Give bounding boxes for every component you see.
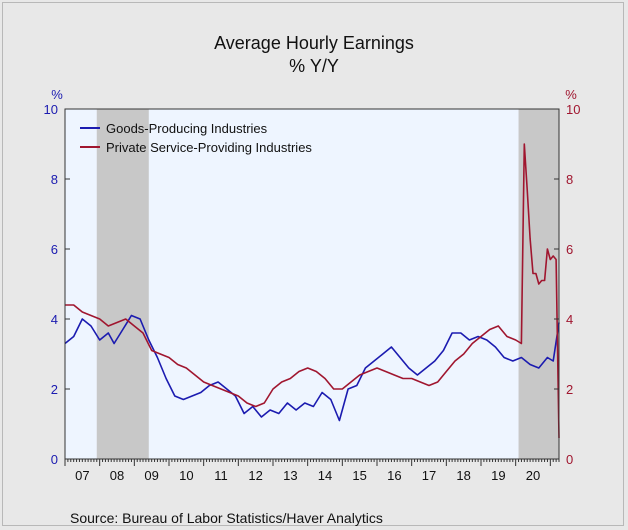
x-tick-label-15: 15 bbox=[352, 468, 366, 483]
source-note: Source: Bureau of Labor Statistics/Haver… bbox=[70, 510, 383, 526]
left-tick-label-5: 10 bbox=[44, 102, 58, 117]
x-tick-label-07: 07 bbox=[75, 468, 89, 483]
x-tick-label-16: 16 bbox=[387, 468, 401, 483]
chart-title: Average Hourly Earnings bbox=[214, 33, 414, 53]
right-tick-label-2: 4 bbox=[566, 312, 573, 327]
left-tick-label-1: 2 bbox=[51, 382, 58, 397]
legend-label-goods: Goods-Producing Industries bbox=[106, 121, 268, 136]
right-tick-label-3: 6 bbox=[566, 242, 573, 257]
left-tick-label-4: 8 bbox=[51, 172, 58, 187]
left-axis-unit-label: % bbox=[51, 87, 63, 102]
right-tick-label-4: 8 bbox=[566, 172, 573, 187]
plot-border bbox=[64, 108, 560, 460]
chart-frame bbox=[2, 2, 624, 526]
recession-shade-0 bbox=[96, 109, 149, 459]
right-tick-label-1: 2 bbox=[566, 382, 573, 397]
x-tick-label-12: 12 bbox=[248, 468, 262, 483]
left-tick-label-3: 6 bbox=[51, 242, 58, 257]
right-tick-label-0: 0 bbox=[566, 452, 573, 467]
right-axis-unit-label: % bbox=[565, 87, 577, 102]
x-tick-label-13: 13 bbox=[283, 468, 297, 483]
legend-label-services: Private Service-Providing Industries bbox=[106, 140, 312, 155]
x-tick-label-09: 09 bbox=[144, 468, 158, 483]
x-tick-label-19: 19 bbox=[491, 468, 505, 483]
chart-subtitle: % Y/Y bbox=[289, 56, 339, 76]
left-tick-label-2: 4 bbox=[51, 312, 58, 327]
chart-legend: Goods-Producing Industries Private Servi… bbox=[80, 121, 312, 155]
x-tick-label-20: 20 bbox=[526, 468, 540, 483]
x-tick-label-11: 11 bbox=[214, 468, 228, 483]
right-tick-label-5: 10 bbox=[566, 102, 580, 117]
left-tick-label-0: 0 bbox=[51, 452, 58, 467]
plot-area: 0 2 4 6 8 10 0 2 4 6 8 10 07 08 09 10 11 12 13 14 15 16 17 18 19… bbox=[44, 102, 581, 483]
x-tick-label-08: 08 bbox=[110, 468, 124, 483]
x-tick-label-10: 10 bbox=[179, 468, 193, 483]
x-tick-label-14: 14 bbox=[318, 468, 332, 483]
x-tick-label-17: 17 bbox=[422, 468, 436, 483]
series-line-goods bbox=[64, 314, 560, 422]
series-line-services bbox=[65, 143, 560, 439]
x-tick-label-18: 18 bbox=[456, 468, 470, 483]
